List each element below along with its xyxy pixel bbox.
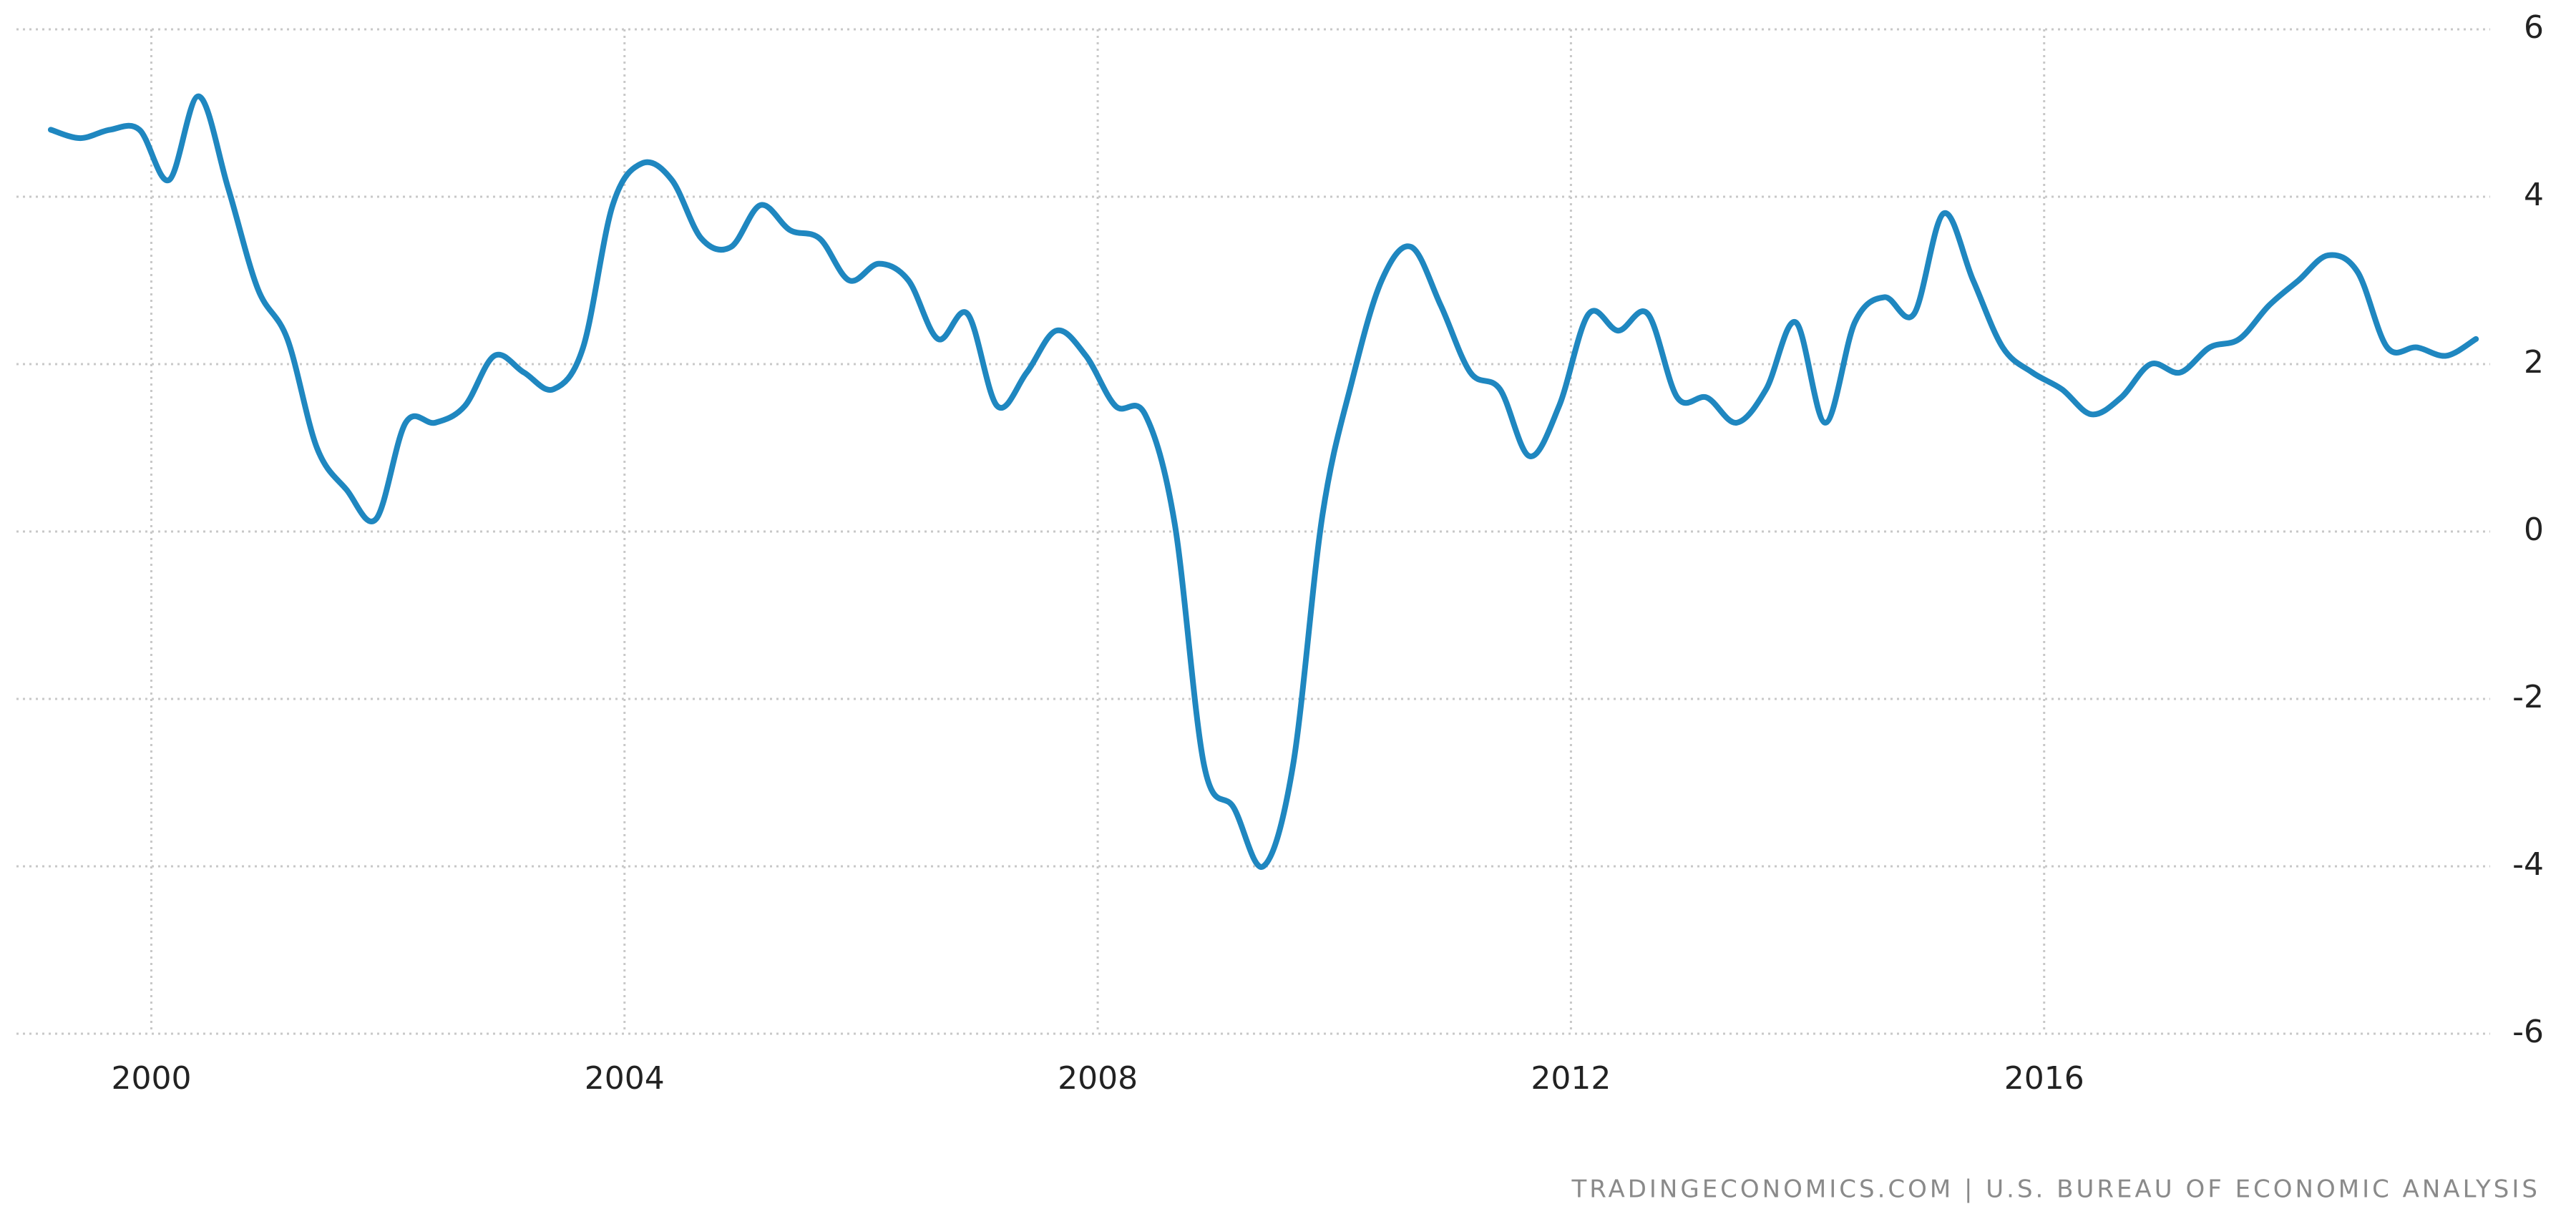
y-tick-label: 2 [2524, 344, 2544, 381]
x-tick-label: 2008 [1058, 1060, 1138, 1097]
y-tick-label: 6 [2524, 9, 2544, 46]
y-tick-label: -2 [2512, 679, 2544, 715]
x-tick-label: 2012 [1531, 1060, 1611, 1097]
x-tick-label: 2016 [2004, 1060, 2084, 1097]
x-tick-label: 2004 [585, 1060, 665, 1097]
source: TRADINGECONOMICS.COM | U.S. BUREAU OF EC… [1571, 1175, 2540, 1204]
y-tick-label: -6 [2512, 1014, 2544, 1050]
y-tick-label: 4 [2524, 177, 2544, 213]
x-tick-label: 2000 [111, 1060, 191, 1097]
y-tick-label: 0 [2524, 511, 2544, 548]
y-tick-label: -4 [2512, 846, 2544, 883]
data-line [47, 93, 2479, 870]
